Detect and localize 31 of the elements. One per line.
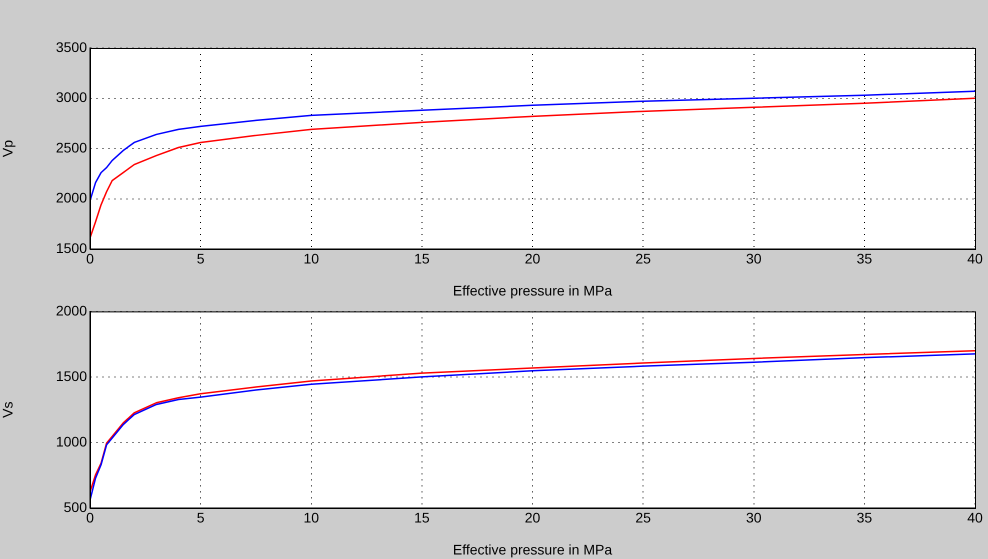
y-tick-label: 3500 [56,38,88,55]
y-tick-label: 1000 [56,433,88,450]
y-tick-label: 3000 [56,89,88,106]
y-tick-label: 2500 [56,139,88,156]
y-tick-label: 1500 [56,240,88,256]
y-axis-title: Vp [0,140,16,158]
x-tick-label: 5 [196,509,205,526]
x-tick-label: 35 [856,250,872,266]
x-tick-label: 20 [524,509,540,526]
y-tick-label: 1500 [56,368,88,384]
x-tick-label: 20 [524,250,540,266]
x-tick-label: 25 [635,250,652,266]
x-tick-label: 10 [303,250,320,266]
x-tick-label: 40 [967,509,983,526]
x-tick-label: 0 [86,250,94,266]
x-tick-label: 25 [635,509,652,526]
x-tick-label: 0 [86,509,94,526]
x-tick-label: 30 [746,509,762,526]
y-axis-title: Vs [0,402,16,418]
x-tick-label: 40 [967,250,983,266]
x-tick-label: 15 [414,509,430,526]
y-tick-label: 2000 [56,190,88,206]
y-tick-label: 2000 [56,302,88,318]
x-tick-label: 35 [856,509,872,526]
x-tick-label: 5 [196,250,205,266]
x-axis-title: Effective pressure in MPa [452,282,612,298]
x-tick-label: 30 [746,250,762,266]
x-tick-label: 10 [303,509,320,526]
y-tick-label: 500 [64,498,88,515]
x-tick-label: 15 [414,250,430,266]
x-axis-title: Effective pressure in MPa [452,541,612,558]
